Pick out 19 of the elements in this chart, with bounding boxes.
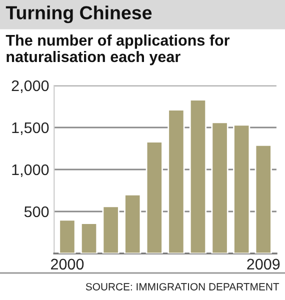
bar bbox=[233, 124, 250, 254]
bar bbox=[102, 206, 120, 254]
y-tick-label: 500 bbox=[24, 206, 49, 218]
bar bbox=[189, 99, 207, 254]
bar bbox=[146, 141, 163, 254]
x-tick-label: 2009 bbox=[247, 258, 280, 270]
y-tick-label: 2,000 bbox=[12, 80, 49, 93]
chart-title: Turning Chinese bbox=[6, 6, 152, 24]
bar bbox=[80, 222, 98, 254]
x-tick-label: 2000 bbox=[51, 258, 84, 270]
source-note: SOURCE: IMMIGRATION DEPARTMENT bbox=[86, 283, 280, 290]
y-tick-label: 1,000 bbox=[12, 164, 49, 177]
bar bbox=[168, 109, 185, 254]
y-tick-label: 1,500 bbox=[12, 122, 49, 135]
bar bbox=[211, 122, 228, 254]
chart-subtitle: The number of applications for naturalisation each year bbox=[6, 34, 230, 66]
bar bbox=[58, 219, 76, 254]
bar bbox=[124, 194, 142, 254]
bar bbox=[254, 144, 272, 254]
